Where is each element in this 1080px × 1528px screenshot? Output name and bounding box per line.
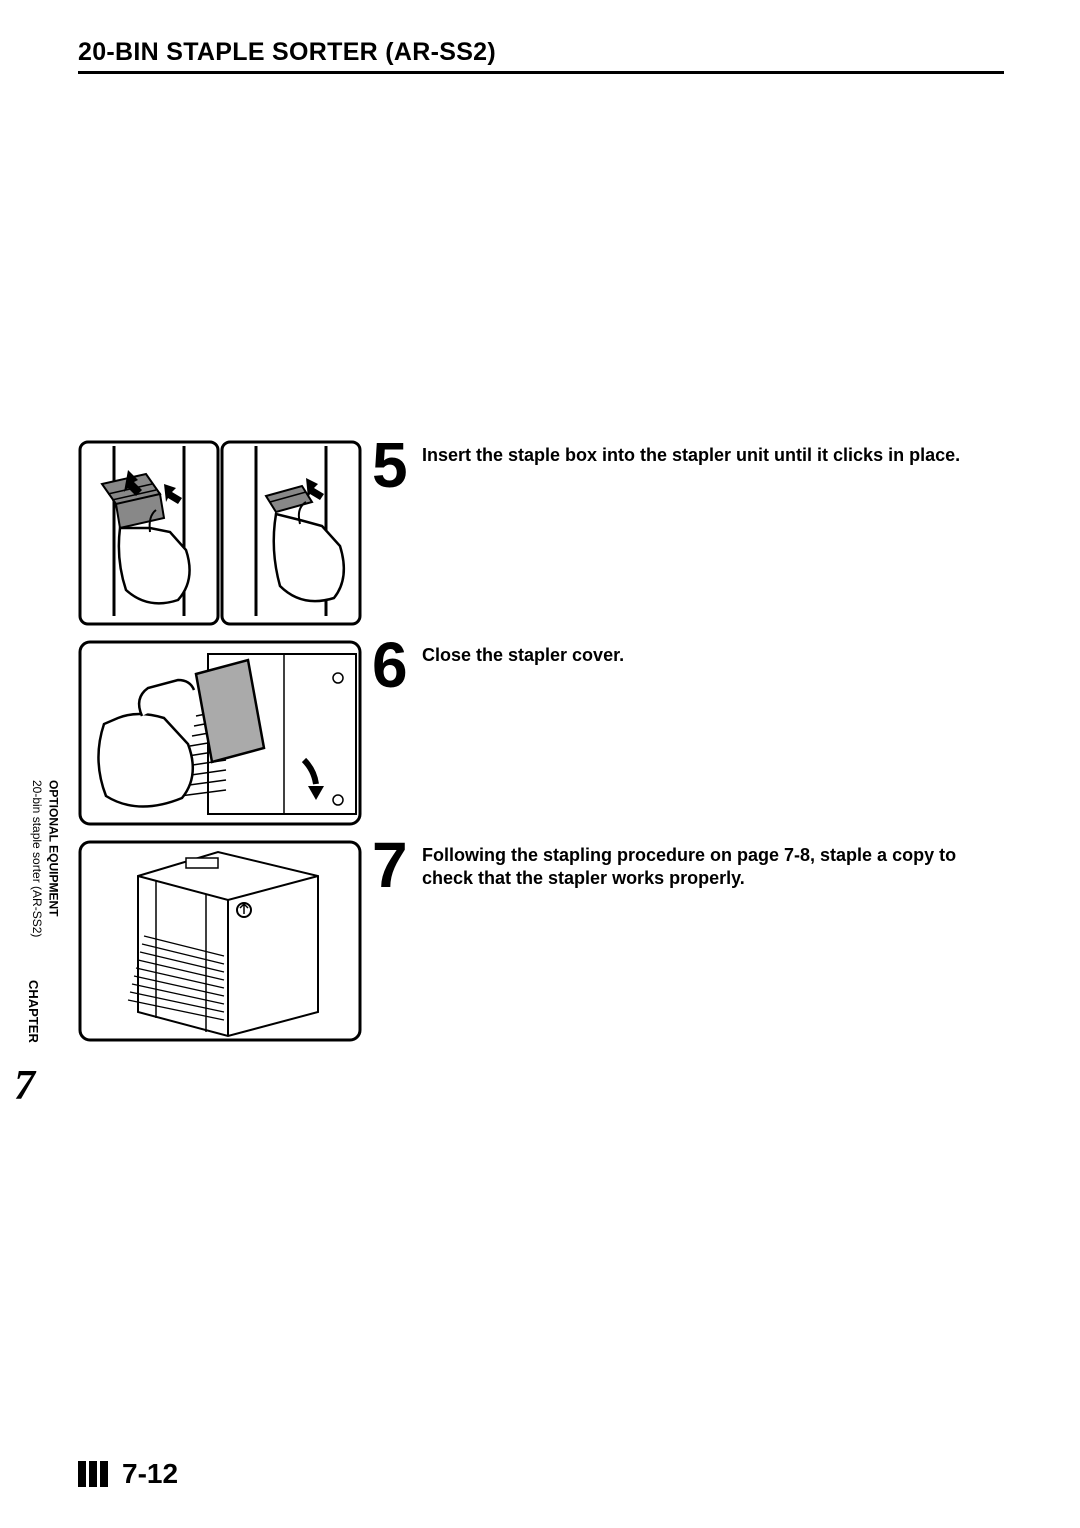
side-label-title: OPTIONAL EQUIPMENT (47, 780, 61, 916)
step-7-text: Following the stapling procedure on page… (422, 840, 1004, 891)
step-7-illustration (78, 840, 362, 1042)
step-6-text: Close the stapler cover. (422, 640, 624, 667)
side-chapter-label: CHAPTER (26, 980, 41, 1043)
step-7: 7 Following the stapling procedure on pa… (78, 840, 1004, 1042)
step-5-text-area: 5 Insert the staple box into the stapler… (372, 440, 1004, 491)
page-header: 20-BIN STAPLE SORTER (AR-SS2) (78, 38, 1004, 74)
page-footer: 7-12 (78, 1458, 178, 1490)
side-label-subtitle: 20-bin staple sorter (AR-SS2) (30, 780, 44, 937)
step-7-number: 7 (372, 840, 412, 891)
step-5-illustration (78, 440, 362, 626)
step-6: 6 Close the stapler cover. (78, 640, 1004, 826)
step-6-text-area: 6 Close the stapler cover. (372, 640, 1004, 691)
step-6-illustration (78, 640, 362, 826)
side-label: OPTIONAL EQUIPMENT 20-bin staple sorter … (28, 780, 62, 937)
step-5: 5 Insert the staple box into the stapler… (78, 440, 1004, 626)
step-5-number: 5 (372, 440, 412, 491)
footer-bars-icon (78, 1461, 108, 1487)
page-number: 7-12 (122, 1458, 178, 1490)
step-6-number: 6 (372, 640, 412, 691)
side-chapter-number: 7 (14, 1062, 35, 1110)
page-title: 20-BIN STAPLE SORTER (AR-SS2) (78, 38, 1004, 67)
step-5-text: Insert the staple box into the stapler u… (422, 440, 960, 467)
step-7-text-area: 7 Following the stapling procedure on pa… (372, 840, 1004, 891)
steps-container: 5 Insert the staple box into the stapler… (78, 440, 1004, 1056)
